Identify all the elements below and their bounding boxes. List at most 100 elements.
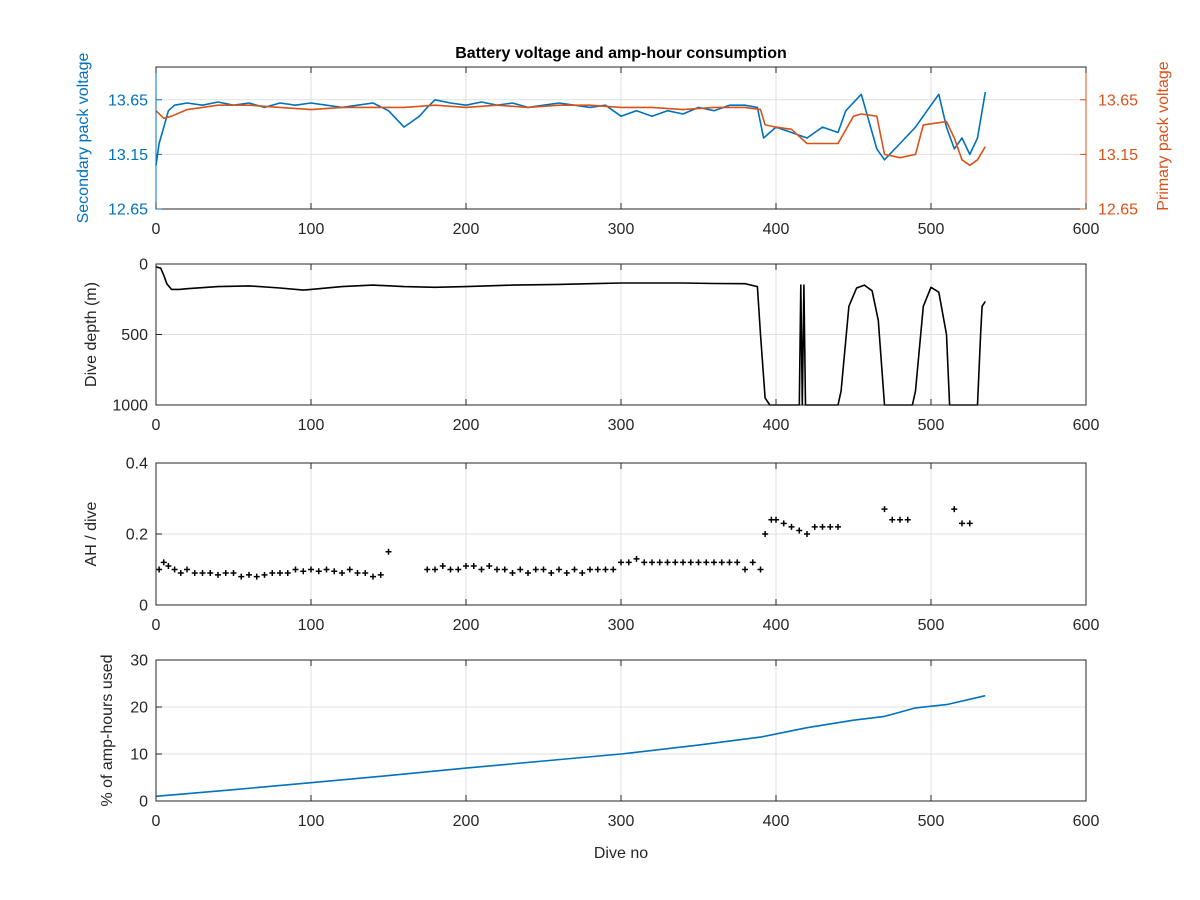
y-axis-label: Dive depth (m)	[83, 282, 100, 387]
data-point	[517, 566, 524, 573]
data-point	[222, 570, 229, 577]
data-point	[556, 566, 562, 573]
data-point	[687, 559, 694, 566]
data-point	[377, 571, 384, 578]
data-point	[749, 559, 756, 566]
data-point	[703, 559, 710, 566]
x-tick-label: 0	[152, 813, 161, 830]
x-tick-label: 200	[453, 221, 480, 238]
data-point	[470, 562, 477, 569]
data-point	[207, 570, 214, 577]
data-point	[951, 506, 958, 513]
data-point	[261, 571, 268, 578]
x-tick-label: 500	[918, 617, 945, 634]
data-point	[191, 570, 198, 577]
x-tick-label: 100	[298, 221, 325, 238]
data-point	[695, 559, 702, 566]
figure-title: Battery voltage and amp-hour consumption	[455, 45, 787, 62]
series-line-1	[155, 694, 986, 798]
data-point	[804, 531, 810, 537]
data-point	[618, 559, 624, 566]
data-point	[726, 559, 733, 566]
data-point	[571, 566, 578, 573]
y-tick-label: 0	[139, 794, 148, 811]
x-tick-label: 0	[152, 221, 161, 238]
chart-panel-4: 0 100 200 300 400 500 600 0 10 20 30 % of amp-hours…	[99, 653, 1099, 831]
chart-panel-2: 0 100 200 300 400 500 600 0 500 1000 Dive depth (m…	[83, 257, 1099, 435]
data-point	[331, 568, 338, 575]
data-point	[633, 555, 640, 562]
data-point	[881, 506, 888, 513]
data-point	[215, 571, 221, 578]
data-point	[788, 523, 795, 530]
data-point	[773, 516, 779, 523]
chart-panel-1: 0 100 200 300 400 500 600 12.65 13.15 13.65 12.65 1…	[75, 53, 1172, 238]
data-point	[486, 562, 493, 569]
y-tick-label: 13.15	[108, 147, 148, 164]
data-point	[540, 566, 547, 573]
data-point	[323, 566, 330, 573]
x-tick-label: 300	[608, 417, 635, 434]
x-axis-label: Dive no	[594, 845, 648, 862]
data-point	[156, 566, 163, 573]
data-point	[780, 520, 787, 527]
data-point	[594, 566, 601, 573]
y-tick-label: 10	[130, 747, 148, 764]
data-point	[579, 570, 586, 577]
data-point	[160, 559, 167, 566]
x-tick-label: 500	[918, 221, 945, 238]
data-point	[501, 566, 508, 573]
series-line-1	[155, 266, 986, 406]
y-tick-label: 1000	[112, 398, 148, 415]
data-point	[424, 566, 431, 573]
x-tick-label: 200	[453, 617, 480, 634]
data-point	[525, 570, 531, 577]
y-axis-label: Secondary pack voltage	[75, 53, 92, 224]
data-point	[165, 562, 172, 569]
data-point	[664, 559, 671, 566]
data-point	[610, 566, 617, 573]
data-point	[532, 566, 539, 573]
data-point	[742, 566, 748, 573]
x-tick-label: 400	[763, 417, 790, 434]
data-point	[284, 570, 291, 577]
data-point	[315, 568, 322, 575]
data-point	[889, 516, 896, 523]
data-point	[339, 570, 345, 577]
data-point	[819, 523, 826, 530]
x-tick-label: 300	[608, 221, 635, 238]
data-point	[835, 523, 841, 530]
y-tick-label: 20	[130, 700, 148, 717]
data-point	[277, 570, 283, 577]
x-tick-label: 0	[152, 417, 161, 434]
x-tick-label: 500	[918, 417, 945, 434]
data-point	[718, 559, 725, 566]
data-point	[463, 562, 469, 569]
data-point	[346, 566, 353, 573]
x-tick-label: 200	[453, 813, 480, 830]
x-tick-label: 400	[763, 617, 790, 634]
x-tick-label: 400	[763, 221, 790, 238]
data-point	[455, 566, 462, 573]
data-point	[494, 566, 500, 573]
data-point	[680, 559, 686, 566]
data-point	[811, 523, 818, 530]
data-point	[711, 559, 717, 566]
data-point	[300, 568, 307, 575]
data-point	[563, 570, 570, 577]
data-point	[656, 559, 663, 566]
y-tick-label: 12.65	[108, 202, 148, 219]
data-point	[432, 566, 438, 573]
y-axis-label: % of amp-hours used	[99, 654, 116, 806]
data-point	[734, 559, 741, 566]
y-axis-label: AH / dive	[83, 501, 100, 566]
data-point	[177, 570, 184, 577]
series-line-primary-pack-voltage	[155, 104, 986, 167]
data-point	[625, 559, 632, 566]
data-point	[602, 566, 609, 573]
data-point	[509, 570, 516, 577]
data-point	[370, 573, 376, 580]
x-tick-label: 100	[298, 813, 325, 830]
data-point	[762, 531, 769, 537]
x-tick-label: 600	[1073, 813, 1100, 830]
